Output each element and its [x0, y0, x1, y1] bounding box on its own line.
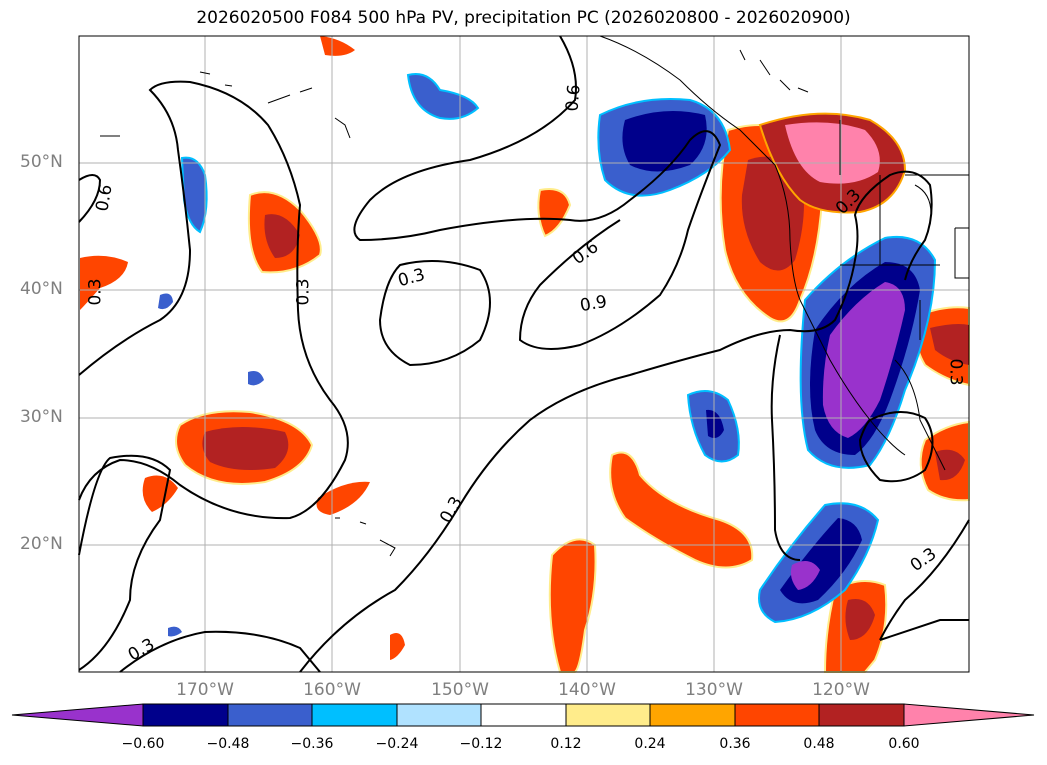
colorbar-bin — [565, 703, 651, 727]
colorbar-bin — [227, 703, 313, 727]
lon-label: 140°W — [558, 680, 616, 700]
colorbar-tick-label: −0.36 — [290, 736, 334, 752]
colorbar-extend-high — [903, 703, 1035, 727]
lat-label: 30°N — [20, 407, 63, 427]
colorbar-bin — [142, 703, 229, 727]
coastlines — [100, 35, 969, 557]
colorbar-tick-label: 0.48 — [803, 736, 835, 752]
colorbar-bin — [311, 703, 398, 727]
lat-label: 20°N — [20, 534, 63, 554]
colorbar-tick-label: 0.60 — [888, 736, 920, 752]
lat-label: 50°N — [20, 152, 63, 172]
lon-label: 120°W — [812, 680, 870, 700]
contour-label: 0.3 — [293, 278, 314, 306]
lon-label: 160°W — [303, 680, 361, 700]
colorbar-tick-label: −0.24 — [375, 736, 419, 752]
lon-label: 150°W — [431, 680, 489, 700]
contour-label: 0.6 — [562, 83, 585, 113]
graticule — [79, 36, 969, 672]
lon-label: 130°W — [685, 680, 743, 700]
contour-label: 0.3 — [85, 278, 106, 306]
colorbar-extend-low — [11, 703, 144, 727]
colorbar-bin — [734, 703, 820, 727]
colorbar-tick-label: −0.60 — [121, 736, 165, 752]
page-title: 2026020500 F084 500 hPa PV, precipitatio… — [196, 8, 851, 28]
precip-anomaly-fills — [80, 36, 970, 673]
colorbar-tick-label: 0.36 — [719, 736, 751, 752]
lon-label: 170°W — [176, 680, 234, 700]
pv-contours — [78, 35, 970, 673]
colorbar-tick-label: 0.12 — [550, 736, 582, 752]
colorbar-bin — [649, 703, 736, 727]
colorbar-bin — [396, 703, 482, 727]
map-frame — [78, 35, 970, 673]
colorbar — [11, 703, 1035, 727]
colorbar-tick-label: −0.12 — [459, 736, 503, 752]
colorbar-bin — [480, 703, 567, 727]
colorbar-tick-label: −0.48 — [206, 736, 250, 752]
contour-label: 0.3 — [945, 358, 966, 386]
colorbar-bin — [818, 703, 905, 727]
colorbar-tick-label: 0.24 — [634, 736, 666, 752]
lat-label: 40°N — [20, 279, 63, 299]
